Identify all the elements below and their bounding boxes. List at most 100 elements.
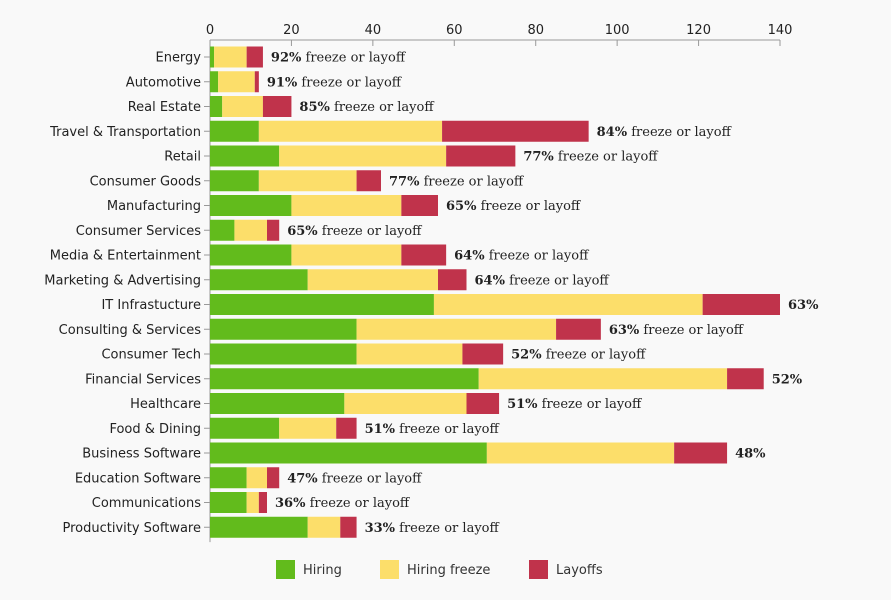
- bar-layoffs-retail: [446, 145, 516, 167]
- bar-hiring-healthcare: [210, 393, 345, 414]
- category-label-manufacturing: Manufacturing: [107, 199, 201, 214]
- bar-hiring-consumer-services: [210, 219, 235, 241]
- bar-hiring-freeze-consulting-and-services: [356, 318, 557, 340]
- data-label-communications: 36% freeze or layoff: [275, 496, 411, 511]
- bar-hiring-freeze-travel-and-transportation: [258, 120, 443, 142]
- bars: [210, 46, 780, 538]
- legend-label-layoffs: Layoffs: [556, 563, 603, 578]
- data-label-retail: 77% freeze or layoff: [523, 150, 659, 165]
- bar-hiring-freeze-real-estate: [222, 96, 263, 117]
- x-tick-label: 120: [686, 23, 711, 38]
- bar-hiring-automotive: [210, 71, 219, 93]
- data-label-real-estate: 85% freeze or layoff: [299, 100, 435, 115]
- category-label-real-estate: Real Estate: [128, 100, 201, 115]
- data-label-business-software: 48%: [735, 447, 766, 462]
- data-label-travel-and-transportation: 84% freeze or layoff: [597, 125, 733, 140]
- data-label-education-software: 47% freeze or layoff: [287, 471, 423, 486]
- bar-hiring-media-and-entertainment: [210, 244, 292, 266]
- bar-hiring-freeze-automotive: [218, 71, 255, 93]
- bar-hiring-freeze-media-and-entertainment: [291, 244, 402, 266]
- bar-layoffs-manufacturing: [401, 195, 438, 216]
- bar-hiring-freeze-business-software: [486, 442, 675, 464]
- data-label-consumer-goods: 77% freeze or layoff: [389, 174, 525, 189]
- bar-hiring-education-software: [210, 467, 247, 489]
- data-label-consumer-tech: 52% freeze or layoff: [511, 348, 647, 363]
- bar-hiring-productivity-software: [210, 516, 308, 538]
- data-label-it-infrastucture: 63%: [788, 298, 819, 313]
- bar-hiring-consumer-goods: [210, 170, 259, 192]
- data-label-marketing-and-advertising: 64% freeze or layoff: [475, 273, 611, 288]
- bar-hiring-freeze-healthcare: [344, 393, 467, 414]
- bar-hiring-food-and-dining: [210, 417, 280, 439]
- bar-hiring-freeze-consumer-tech: [356, 343, 463, 365]
- data-label-media-and-entertainment: 64% freeze or layoff: [454, 249, 590, 264]
- category-label-financial-services: Financial Services: [85, 372, 201, 387]
- bar-layoffs-consumer-services: [267, 219, 280, 241]
- category-label-it-infrastucture: IT Infrastucture: [101, 298, 201, 313]
- data-labels: 92% freeze or layoff 91% freeze or layoff…: [267, 51, 819, 536]
- bar-hiring-communications: [210, 492, 247, 513]
- category-label-consumer-tech: Consumer Tech: [101, 348, 201, 363]
- bar-hiring-it-infrastucture: [210, 294, 434, 315]
- legend-swatch-layoffs: [529, 560, 548, 579]
- bar-layoffs-communications: [258, 492, 267, 513]
- bar-hiring-freeze-communications: [246, 492, 259, 513]
- data-label-manufacturing: 65% freeze or layoff: [446, 199, 582, 214]
- category-label-communications: Communications: [92, 496, 201, 511]
- category-label-retail: Retail: [164, 150, 201, 165]
- category-label-education-software: Education Software: [75, 471, 201, 486]
- category-label-business-software: Business Software: [82, 447, 201, 462]
- bar-layoffs-consumer-goods: [356, 170, 381, 192]
- bar-hiring-manufacturing: [210, 195, 292, 216]
- x-axis: 0 20 40 60 80 100 120 140: [206, 23, 792, 46]
- category-label-food-and-dining: Food & Dining: [109, 422, 201, 437]
- bar-layoffs-marketing-and-advertising: [438, 269, 467, 291]
- bar-layoffs-media-and-entertainment: [401, 244, 447, 266]
- bar-hiring-freeze-marketing-and-advertising: [307, 269, 438, 291]
- category-label-marketing-and-advertising: Marketing & Advertising: [44, 273, 201, 288]
- category-label-media-and-entertainment: Media & Entertainment: [50, 249, 201, 264]
- y-axis: Energy Automotive Real Estate Travel & Tran…: [44, 44, 211, 543]
- bar-layoffs-consumer-tech: [462, 343, 504, 365]
- bar-hiring-freeze-manufacturing: [291, 195, 402, 216]
- bar-hiring-consulting-and-services: [210, 318, 357, 340]
- bar-layoffs-energy: [246, 46, 263, 68]
- bar-hiring-freeze-education-software: [246, 467, 267, 489]
- bar-hiring-freeze-it-infrastucture: [433, 294, 703, 315]
- data-label-healthcare: 51% freeze or layoff: [507, 397, 643, 412]
- bar-hiring-real-estate: [210, 96, 223, 117]
- bar-hiring-freeze-financial-services: [478, 368, 728, 390]
- bar-hiring-freeze-consumer-goods: [258, 170, 357, 192]
- x-tick-label: 20: [283, 23, 300, 38]
- bar-layoffs-food-and-dining: [336, 417, 357, 439]
- bar-hiring-retail: [210, 145, 280, 167]
- data-label-consulting-and-services: 63% freeze or layoff: [609, 323, 745, 338]
- category-label-travel-and-transportation: Travel & Transportation: [49, 125, 201, 140]
- bar-layoffs-travel-and-transportation: [442, 120, 589, 142]
- bar-hiring-freeze-energy: [214, 46, 247, 68]
- bar-layoffs-consulting-and-services: [556, 318, 601, 340]
- x-tick-label: 0: [206, 23, 214, 38]
- bar-hiring-marketing-and-advertising: [210, 269, 308, 291]
- bar-layoffs-real-estate: [262, 96, 292, 117]
- bar-hiring-freeze-productivity-software: [307, 516, 341, 538]
- category-label-consumer-goods: Consumer Goods: [90, 174, 202, 189]
- bar-layoffs-productivity-software: [340, 516, 357, 538]
- bar-layoffs-it-infrastucture: [702, 294, 780, 315]
- bar-hiring-financial-services: [210, 368, 479, 390]
- legend: Hiring Hiring freeze Layoffs: [276, 560, 603, 579]
- bar-hiring-freeze-retail: [279, 145, 447, 167]
- data-label-consumer-services: 65% freeze or layoff: [287, 224, 423, 239]
- bar-layoffs-business-software: [674, 442, 728, 464]
- legend-label-hiring: Hiring: [303, 563, 342, 578]
- data-label-automotive: 91% freeze or layoff: [267, 75, 403, 90]
- bar-layoffs-automotive: [254, 71, 259, 93]
- data-label-food-and-dining: 51% freeze or layoff: [365, 422, 501, 437]
- category-label-automotive: Automotive: [126, 75, 201, 90]
- bar-hiring-business-software: [210, 442, 487, 464]
- x-tick-label: 80: [527, 23, 544, 38]
- x-tick-label: 40: [365, 23, 382, 38]
- bar-layoffs-financial-services: [727, 368, 764, 390]
- bar-hiring-freeze-consumer-services: [234, 219, 267, 241]
